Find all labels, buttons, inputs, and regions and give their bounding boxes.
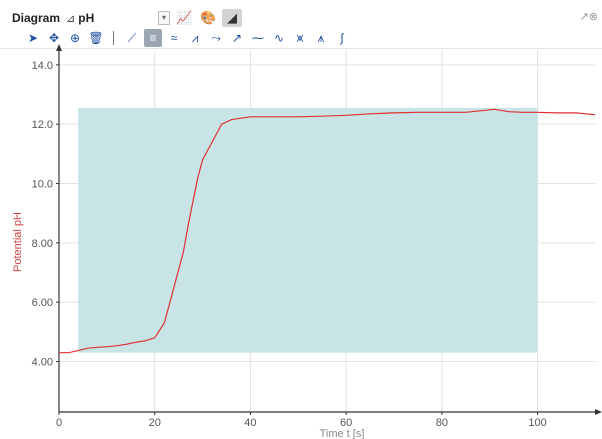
x-tick-label: 60 — [340, 417, 352, 429]
x-tick-label: 20 — [149, 417, 161, 429]
integral-tool-button[interactable]: ∫ — [333, 29, 351, 47]
toolbar-separator — [113, 31, 114, 45]
channel-select[interactable]: ⊿ pH ▾ — [66, 10, 171, 26]
multi-peak-icon: ⩙ — [296, 30, 304, 45]
multi-peak-tool-button[interactable]: ⩙ — [291, 29, 309, 47]
x-axis-label: Time t [s] — [320, 428, 365, 439]
diagram-toolbar: Diagram ⊿ pH ▾ 📈 🎨 ◢ — [0, 8, 602, 28]
peak-tool-button[interactable]: ⩘ — [186, 29, 204, 47]
pointer-icon: ➤ — [27, 31, 39, 45]
zoom-icon: ⊕ — [69, 31, 81, 45]
channel-value: pH — [78, 11, 95, 25]
tick-labels: 0 20 40 60 80 100 4.00 6.00 8.00 10.0 12.0 14.0 — [32, 60, 547, 429]
ruler-icon: ◢ — [227, 10, 238, 25]
highlight-region[interactable] — [78, 107, 538, 353]
window-corner-icons[interactable]: ↗⊗ — [579, 11, 598, 23]
y-tick-label: 4.00 — [32, 357, 53, 369]
line-chart-button[interactable]: 📈 — [174, 9, 194, 27]
palette-icon: 🎨 — [199, 10, 217, 25]
peak-icon: ⩘ — [191, 30, 199, 45]
zoom-button[interactable]: ⊕ — [66, 29, 84, 47]
line-tool-icon: ⟋ — [127, 30, 137, 45]
move-icon: ✥ — [48, 31, 60, 45]
noise-icon: ≈ — [170, 31, 178, 45]
noise-tool-button[interactable]: ≈ — [165, 29, 183, 47]
axes — [56, 44, 602, 415]
pointer-button[interactable]: ➤ — [24, 29, 42, 47]
y-axis-label: Potential pH — [12, 212, 24, 272]
pH-sensor-icon: ⊿ — [66, 12, 76, 25]
table-tool-button[interactable]: ≡ — [144, 29, 162, 47]
trash-icon: 🗑 — [88, 31, 104, 45]
y-tick-label: 12.0 — [32, 119, 53, 131]
y-axis-arrow — [56, 44, 62, 51]
y-tick-label: 8.00 — [32, 238, 53, 250]
ruler-button[interactable]: ◢ — [222, 9, 243, 27]
integral-icon: ∫ — [340, 31, 344, 45]
x-tick-label: 80 — [436, 417, 448, 429]
palette-button[interactable]: 🎨 — [198, 9, 218, 27]
spline-icon: ⁓ — [252, 31, 264, 45]
analysis-toolbar: ➤ ✥ ⊕ 🗑 ⟋ ≡ ≈ ⩘ ⤳ ↗ ⁓ ∿ ⩙ ⩚ ∫ — [0, 28, 602, 49]
spline-tool-button[interactable]: ⁓ — [249, 29, 267, 47]
diagram-label: Diagram — [12, 11, 61, 25]
multi-peak-2-icon: ⩚ — [317, 30, 325, 45]
y-tick-label: 6.00 — [32, 297, 53, 309]
line-chart-icon: 📈 — [175, 10, 193, 25]
delete-button[interactable]: 🗑 — [87, 29, 105, 47]
series-line-ph — [59, 108, 596, 354]
chevron-down-icon[interactable]: ▾ — [158, 11, 171, 25]
move-button[interactable]: ✥ — [45, 29, 63, 47]
y-tick-label: 10.0 — [32, 179, 53, 191]
x-tick-label: 40 — [244, 417, 256, 429]
x-axis-arrow — [595, 409, 602, 415]
tangent-tool-button[interactable]: ⤳ — [207, 29, 225, 47]
tangent-icon: ⤳ — [211, 30, 221, 45]
y-tick-label: 14.0 — [32, 60, 53, 72]
x-tick-label: 100 — [528, 417, 546, 429]
x-tick-label: 0 — [56, 417, 62, 429]
multi-peak-2-tool-button[interactable]: ⩚ — [312, 29, 330, 47]
curve-icon: ↗ — [231, 31, 243, 45]
line-tool-button[interactable]: ⟋ — [123, 29, 141, 47]
table-tool-icon: ≡ — [149, 31, 157, 45]
wave-tool-button[interactable]: ∿ — [270, 29, 288, 47]
wave-icon: ∿ — [273, 31, 285, 45]
curve-tool-button[interactable]: ↗ — [228, 29, 246, 47]
